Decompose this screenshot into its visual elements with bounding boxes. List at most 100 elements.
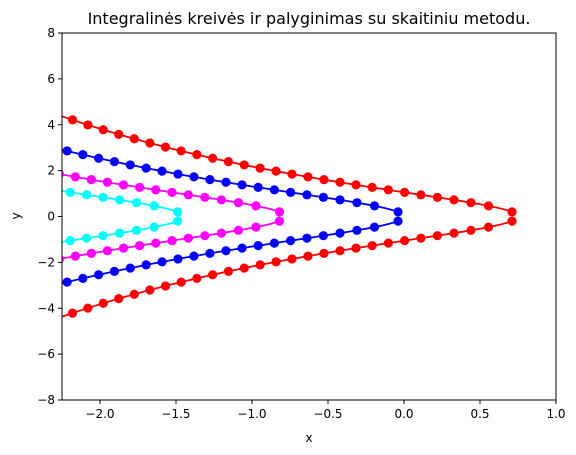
data-point: [49, 239, 58, 248]
data-point: [49, 185, 58, 194]
data-point: [237, 243, 247, 253]
data-point: [22, 99, 31, 108]
data-point: [318, 192, 328, 202]
data-point: [125, 160, 135, 170]
data-point: [369, 222, 380, 232]
data-point: [17, 180, 26, 189]
data-point: [269, 185, 279, 195]
data-point: [205, 248, 215, 258]
x-tick-label: −0.5: [313, 407, 342, 421]
data-point: [483, 201, 494, 211]
data-point: [221, 246, 231, 256]
data-point: [0, 130, 9, 139]
data-point: [208, 153, 218, 163]
data-point: [286, 187, 296, 197]
data-point: [98, 298, 108, 308]
data-point: [400, 236, 410, 246]
data-point: [239, 160, 249, 170]
data-point: [302, 190, 312, 200]
data-point: [255, 163, 265, 173]
y-tick-label: 0: [47, 210, 55, 224]
data-point: [135, 241, 145, 251]
data-point: [7, 160, 16, 169]
series-line: [62, 220, 399, 285]
data-point: [369, 201, 380, 211]
data-point: [115, 228, 125, 238]
data-point: [251, 222, 261, 232]
data-point: [253, 182, 263, 192]
data-point: [16, 134, 25, 143]
data-point: [70, 172, 80, 182]
data-point: [7, 331, 16, 340]
data-point: [183, 233, 193, 243]
y-axis-label: y: [9, 212, 23, 219]
data-point: [507, 216, 517, 226]
series-line: [62, 148, 399, 213]
data-point: [118, 243, 129, 253]
data-point: [1, 178, 10, 187]
data-point: [23, 163, 32, 172]
data-point: [62, 146, 72, 156]
data-point: [173, 254, 183, 264]
data-point: [31, 285, 40, 294]
data-point: [94, 153, 104, 163]
data-point: [173, 216, 183, 226]
data-point: [208, 270, 218, 280]
data-point: [223, 157, 234, 167]
data-point: [303, 251, 313, 261]
data-point: [94, 270, 104, 280]
x-tick-label: −2.0: [85, 407, 114, 421]
data-point: [114, 129, 124, 139]
series-line: [62, 173, 280, 213]
x-tick-label: −1.5: [161, 407, 190, 421]
data-point: [1, 246, 10, 255]
data-point: [335, 246, 345, 256]
data-point: [151, 238, 161, 248]
data-point: [303, 172, 313, 182]
data-point: [167, 187, 177, 197]
y-tick-label: 8: [47, 26, 55, 40]
data-point: [274, 216, 285, 226]
x-tick-label: 0.0: [394, 407, 413, 421]
data-point: [7, 263, 16, 272]
x-tick-label: 1.0: [546, 407, 565, 421]
data-point: [352, 225, 362, 235]
data-point: [351, 243, 361, 253]
data-point: [160, 142, 171, 152]
data-point: [86, 175, 96, 185]
data-point: [269, 238, 279, 248]
data-point: [286, 236, 296, 246]
data-point: [125, 263, 135, 273]
data-point: [221, 177, 231, 187]
data-point: [129, 289, 139, 299]
data-point: [98, 192, 108, 202]
x-tick-label: −1.0: [237, 407, 266, 421]
data-point: [145, 138, 155, 148]
data-point: [0, 294, 9, 303]
data-point: [149, 222, 159, 232]
data-point: [274, 207, 285, 217]
data-point: [67, 115, 78, 125]
data-point: [83, 303, 93, 313]
data-point: [129, 134, 139, 144]
data-point: [335, 195, 345, 205]
data-point: [233, 225, 243, 235]
data-point: [78, 273, 88, 283]
data-point: [335, 228, 345, 238]
data-point: [287, 169, 297, 179]
data-point: [65, 236, 75, 246]
data-point: [81, 233, 92, 243]
axis-ticks: −2.0 −1.5 −1.0 −0.5 0.0 0.5 1.0 −8 −6 −4 −2 0 2 4 6 8: [37, 26, 565, 421]
data-point: [189, 251, 199, 261]
data-point: [449, 228, 459, 238]
data-point: [223, 266, 234, 276]
data-point: [114, 294, 124, 304]
data-point: [255, 260, 265, 270]
data-point: [37, 105, 46, 114]
data-point: [176, 277, 186, 287]
data-point: [131, 225, 142, 235]
y-tick-label: −4: [37, 301, 55, 315]
y-tick-label: −6: [37, 347, 55, 361]
data-point: [160, 281, 171, 291]
